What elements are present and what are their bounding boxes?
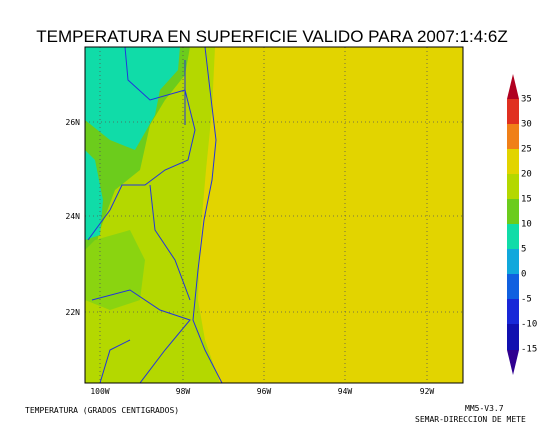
cb-seg (507, 249, 519, 274)
cb-seg (507, 274, 519, 299)
field-10-15-b (85, 230, 145, 310)
colorbar-label: 10 (521, 220, 532, 230)
lon-label: 92W (420, 387, 435, 396)
cb-bottom (507, 350, 519, 375)
cb-top (507, 74, 519, 99)
colorbar-label: 35 (521, 95, 532, 105)
colorbar-label: 30 (521, 120, 532, 130)
cb-seg (507, 199, 519, 224)
colorbar-label: -15 (521, 345, 537, 355)
lat-label: 24N (66, 212, 81, 221)
title: TEMPERATURA EN SUPERFICIE VALIDO PARA 20… (36, 27, 507, 46)
coastline (192, 46, 223, 384)
footer-agency: SEMAR-DIRECCION DE METE (415, 415, 526, 424)
colorbar: 35 30 25 20 15 10 5 0 -5 -10 -15 (507, 74, 537, 375)
lon-label: 94W (338, 387, 353, 396)
colorbar-label: 15 (521, 195, 532, 205)
cb-seg (507, 299, 519, 324)
cb-seg (507, 324, 519, 350)
lon-label: 98W (176, 387, 191, 396)
colorbar-label: 0 (521, 270, 526, 280)
lon-label: 100W (90, 387, 109, 396)
state-borders (87, 46, 196, 384)
map: 26N 24N 22N 100W 98W 96W 94W 92W (66, 46, 464, 396)
colorbar-label: 5 (521, 245, 526, 255)
footer-left: TEMPERATURA (GRADOS CENTIGRADOS) (25, 406, 179, 415)
map-frame (84, 46, 464, 384)
lat-label: 22N (66, 308, 81, 317)
cb-seg (507, 224, 519, 249)
lat-label: 26N (66, 118, 81, 127)
field-5-10 (85, 47, 180, 150)
cb-seg (507, 124, 519, 149)
colorbar-label: 20 (521, 170, 532, 180)
lon-label: 96W (257, 387, 272, 396)
footer-model: MM5-V3.7 (465, 404, 504, 413)
colorbar-label: -10 (521, 320, 537, 330)
cb-seg (507, 99, 519, 124)
cb-seg (507, 174, 519, 199)
colorbar-label: -5 (521, 295, 532, 305)
field-5-10-b (85, 150, 103, 240)
cb-seg (507, 149, 519, 174)
colorbar-label: 25 (521, 145, 532, 155)
